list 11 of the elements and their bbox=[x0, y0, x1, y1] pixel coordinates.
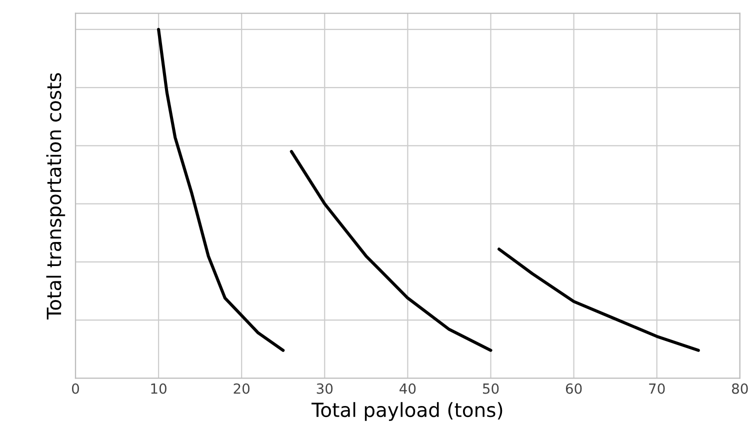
x-tick-label: 0 bbox=[72, 383, 79, 394]
x-tick-label: 40 bbox=[400, 383, 416, 394]
x-tick-label: 60 bbox=[566, 383, 582, 394]
x-axis-title: Total payload (tons) bbox=[312, 402, 502, 421]
x-tick-label: 50 bbox=[482, 383, 499, 394]
x-tick-label: 80 bbox=[732, 383, 748, 394]
x-tick-label: 10 bbox=[151, 383, 166, 394]
y-axis-title: Total transportation costs bbox=[46, 73, 66, 320]
x-tick-label: 30 bbox=[316, 383, 333, 394]
x-tick-label: 70 bbox=[649, 383, 665, 394]
x-tick-label: 20 bbox=[234, 383, 250, 394]
